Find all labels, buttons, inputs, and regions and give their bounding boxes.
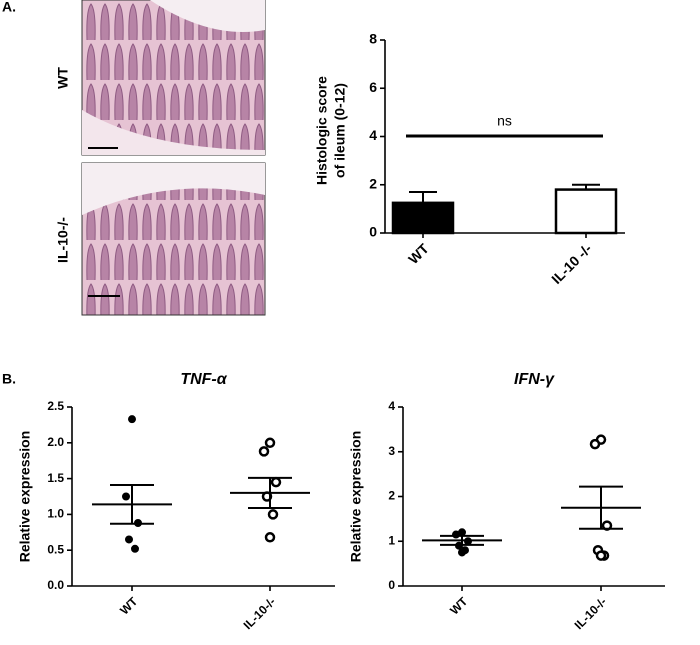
data-point (131, 544, 139, 553)
y-tick-label: 2 (369, 175, 377, 191)
y-tick-label: 0.5 (47, 542, 64, 556)
data-point (125, 535, 133, 544)
y-tick-label: 2.5 (47, 399, 64, 413)
panel-label: B. (2, 371, 16, 387)
x-tick-label: IL-10-/- (572, 594, 610, 632)
y-tick-label: 0 (369, 224, 377, 240)
x-tick-label: WT (447, 594, 471, 618)
y-tick-label: 3 (388, 444, 395, 458)
x-tick-label: WT (117, 594, 141, 618)
data-point (595, 550, 607, 561)
data-point (264, 532, 276, 543)
x-tick-label: IL-10-/- (241, 594, 279, 632)
data-point (452, 530, 460, 539)
y-tick-label: 4 (388, 399, 395, 413)
data-point (267, 509, 279, 520)
y-tick-label: 4 (369, 127, 377, 143)
x-tick-label: WT (405, 240, 432, 267)
data-point (458, 548, 466, 557)
data-point (589, 438, 601, 450)
y-tick-label: 6 (369, 79, 377, 95)
significance-label: ns (497, 113, 512, 129)
y-axis-label: of ileum (0-12) (332, 83, 348, 178)
y-axis-label: Histologic score (314, 76, 330, 185)
y-tick-label: 8 (369, 31, 377, 47)
y-axis-label: Relative expression (348, 431, 364, 563)
data-point (258, 446, 270, 457)
histology-wt (81, 0, 266, 156)
x-tick-label: IL-10 -/- (548, 240, 595, 287)
data-point (270, 476, 282, 488)
y-tick-label: 1.0 (47, 507, 64, 521)
y-tick-label: 0.0 (47, 578, 64, 592)
image-label: IL-10-/- (55, 217, 71, 263)
bar (554, 188, 618, 235)
y-tick-label: 2 (388, 489, 395, 503)
panel-label: A. (2, 0, 16, 15)
y-tick-label: 1 (388, 533, 395, 547)
y-tick-label: 1.5 (47, 471, 64, 485)
y-tick-label: 0 (388, 578, 395, 592)
data-point (264, 437, 276, 449)
data-point (122, 492, 130, 501)
image-label: WT (55, 67, 71, 89)
bar (391, 201, 455, 235)
data-point (128, 415, 136, 424)
chart-title: TNF-α (180, 371, 227, 388)
histology-il10 (81, 162, 266, 316)
y-axis-label: Relative expression (17, 431, 33, 563)
chart-title: IFN-γ (514, 371, 555, 388)
y-tick-label: 2.0 (47, 435, 64, 449)
